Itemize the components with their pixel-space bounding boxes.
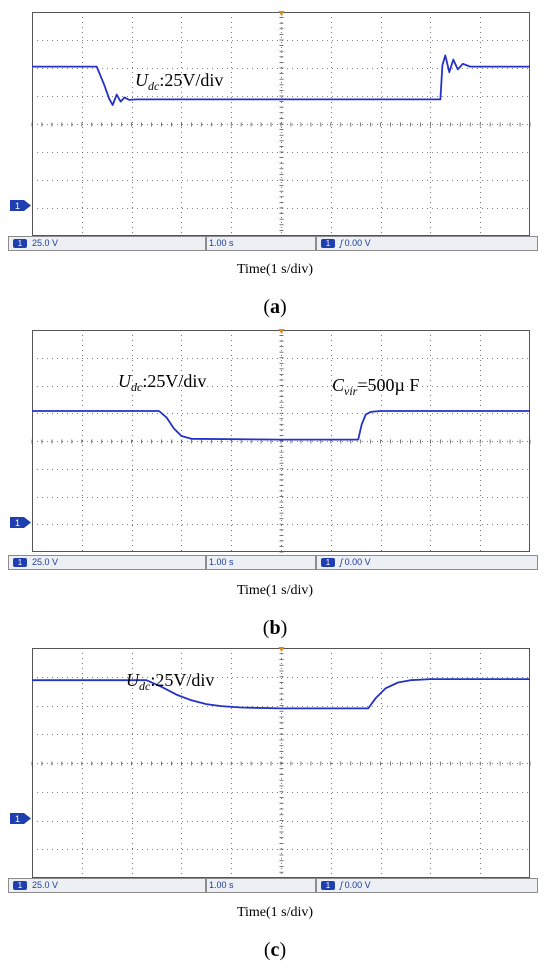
annotation-udc-b: Udc:25V/div [118,371,206,395]
annotation-text: =500µ F [357,375,420,395]
ground-marker-a-text: 1 [15,201,20,211]
trigger-channel-badge: 1 [321,881,335,890]
volts-div-value: 25.0 V [32,238,59,248]
annotation-subscript: vir [344,384,358,398]
status-bar-c: 1 25.0 V 1.00 s 1 ʃ 0.00 V [8,878,538,893]
x-axis-caption-b: Time(1 s/div) [236,583,314,598]
annotation-symbol: U [118,371,131,391]
x-axis-caption-c: Time(1 s/div) [236,905,314,920]
subfigure-letter-c: c [270,939,280,961]
volts-div-readout-a: 1 25.0 V [8,236,206,251]
annotation-cvir-b: Cvir=500µ F [332,375,419,399]
annotation-text: :25V/div [159,70,224,90]
subfigure-letter-a: a [270,296,280,318]
time-div-readout-b: 1.00 s [206,555,316,570]
subfigure-label-b: (b) [262,617,288,639]
annotation-subscript: dc [139,679,151,693]
udc-trace [32,54,530,106]
scope-screen-c [31,647,531,879]
ground-marker-a: 1 [10,198,32,211]
rising-edge-icon: ʃ [340,557,343,567]
scope-plot-b [31,329,531,553]
panel-c: 1 Udc:25V/div 1 25.0 V 1.00 s 1 ʃ 0.00 V Ti… [0,645,550,975]
scope-screen-a [31,11,531,237]
trigger-readout-c: 1 ʃ 0.00 V [316,878,538,893]
status-bar-b: 1 25.0 V 1.00 s 1 ʃ 0.00 V [8,555,538,570]
volts-div-value: 25.0 V [32,880,59,890]
ground-marker-c-text: 1 [15,814,20,824]
trigger-channel-badge: 1 [321,558,335,567]
time-div-readout-c: 1.00 s [206,878,316,893]
annotation-symbol: U [135,70,148,90]
status-bar-a: 1 25.0 V 1.00 s 1 ʃ 0.00 V [8,236,538,251]
udc-trace [32,678,530,710]
volts-div-readout-b: 1 25.0 V [8,555,206,570]
panel-a: 1 Udc:25V/div 1 25.0 V 1.00 s 1 ʃ 0.00 V Ti… [0,0,550,325]
channel-badge: 1 [13,239,27,248]
volts-div-readout-c: 1 25.0 V [8,878,206,893]
annotation-text: :25V/div [150,670,215,690]
trigger-level-value: 0.00 V [344,557,371,567]
trigger-level-value: 0.00 V [344,880,371,890]
subfigure-label-a: (a) [263,296,287,318]
annotation-subscript: dc [131,380,143,394]
annotation-symbol: U [126,670,139,690]
subfigure-letter-b: b [269,617,281,639]
x-axis-caption-a: Time(1 s/div) [236,262,314,277]
annotation-udc-c: Udc:25V/div [126,670,214,694]
scope-plot-c [31,647,531,879]
time-div-value: 1.00 s [209,880,234,890]
rising-edge-icon: ʃ [340,880,343,890]
volts-div-value: 25.0 V [32,557,59,567]
channel-badge: 1 [13,881,27,890]
scope-plot-a [31,11,531,237]
trigger-readout-b: 1 ʃ 0.00 V [316,555,538,570]
udc-trace [32,410,530,441]
trigger-position-icon [278,11,285,16]
ground-marker-b-text: 1 [15,518,20,528]
time-div-value: 1.00 s [209,238,234,248]
rising-edge-icon: ʃ [340,238,343,248]
ground-marker-b: 1 [10,515,32,528]
time-div-value: 1.00 s [209,557,234,567]
annotation-udc-a: Udc:25V/div [135,70,223,94]
channel-badge: 1 [13,558,27,567]
scope-screen-b [31,329,531,553]
time-div-readout-a: 1.00 s [206,236,316,251]
ground-marker-c: 1 [10,811,32,824]
annotation-subscript: dc [148,79,160,93]
annotation-symbol: C [332,375,345,395]
trigger-readout-a: 1 ʃ 0.00 V [316,236,538,251]
trigger-position-icon [278,329,285,334]
trigger-level-value: 0.00 V [344,238,371,248]
annotation-text: :25V/div [142,371,207,391]
panel-b: 1 Udc:25V/div Cvir=500µ F 1 25.0 V 1.00 s… [0,325,550,645]
trigger-position-icon [278,647,285,652]
trigger-channel-badge: 1 [321,239,335,248]
subfigure-label-c: (c) [263,939,287,961]
